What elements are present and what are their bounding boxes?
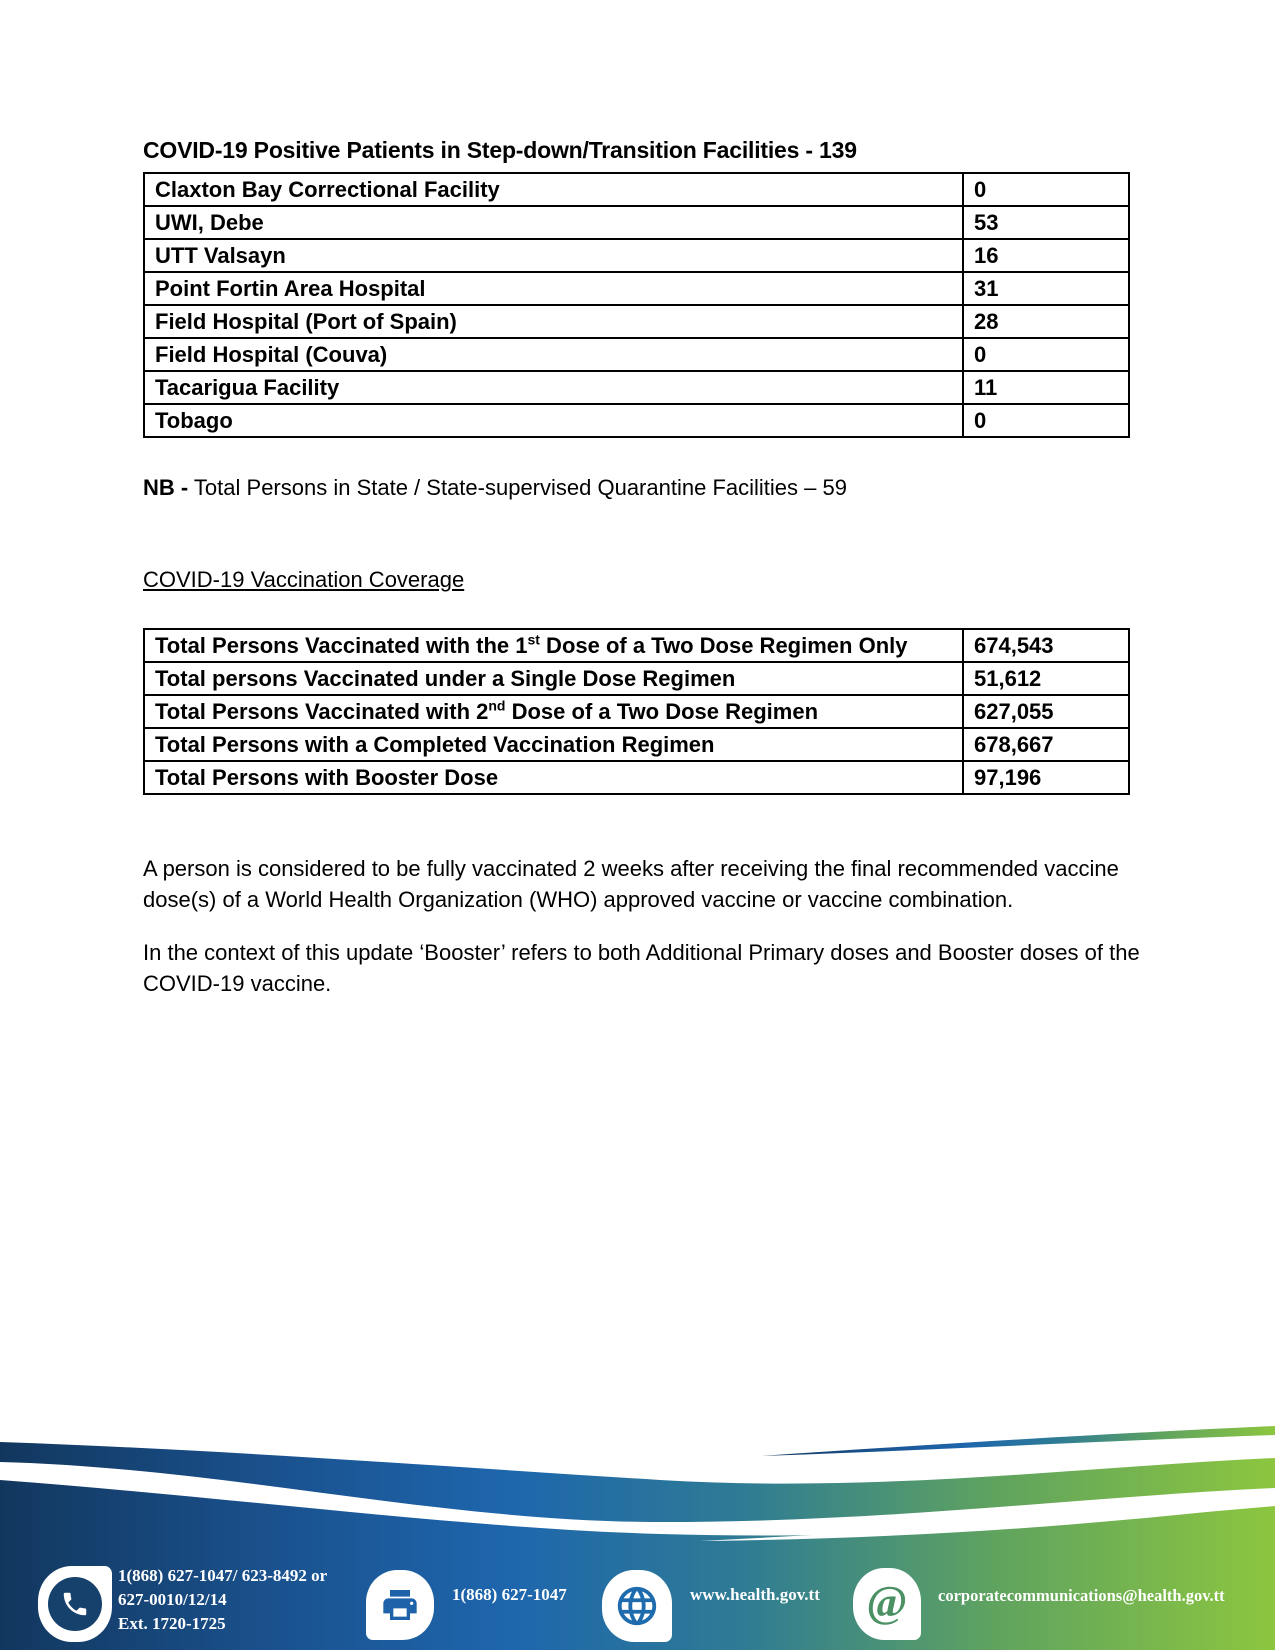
nb-text: Total Persons in State / State-supervise… [188,475,847,500]
facility-count: 53 [962,205,1130,240]
facility-name: UTT Valsayn [143,238,964,273]
fully-vaccinated-paragraph: A person is considered to be fully vacci… [143,856,1119,912]
vaccination-value: 97,196 [962,760,1130,795]
globe-icon [602,1570,672,1642]
facility-count: 28 [962,304,1130,339]
phone-line-3: Ext. 1720-1725 [118,1614,226,1633]
table-row: Total persons Vaccinated under a Single … [143,661,1130,696]
vaccination-metric: Total Persons with Booster Dose [143,760,964,795]
vaccination-value: 51,612 [962,661,1130,696]
vaccination-value: 674,543 [962,628,1130,663]
email-at-icon: @ [853,1568,921,1640]
facility-count: 16 [962,238,1130,273]
vaccination-value: 678,667 [962,727,1130,762]
table-row: Field Hospital (Couva) 0 [143,337,1130,372]
vaccination-metric: Total Persons Vaccinated with 2nd Dose o… [143,694,964,729]
facility-name: Point Fortin Area Hospital [143,271,964,306]
document-content: COVID-19 Positive Patients in Step-down/… [143,136,1140,999]
table-row: Tobago 0 [143,403,1130,438]
facility-name: UWI, Debe [143,205,964,240]
step-down-table: Claxton Bay Correctional Facility 0 UWI,… [143,172,1130,438]
vaccination-table: Total Persons Vaccinated with the 1st Do… [143,628,1130,795]
facility-name: Claxton Bay Correctional Facility [143,172,964,207]
table-row: UTT Valsayn 16 [143,238,1130,273]
table-row: Total Persons Vaccinated with 2nd Dose o… [143,694,1130,729]
vaccination-coverage-heading: COVID-19 Vaccination Coverage [143,567,465,592]
phone-line-1: 1(868) 627-1047/ 623-8492 or [118,1566,328,1585]
table-row: Total Persons with a Completed Vaccinati… [143,727,1130,762]
facility-count: 31 [962,271,1130,306]
facility-count: 0 [962,403,1130,438]
facility-name: Tobago [143,403,964,438]
table-row: UWI, Debe 53 [143,205,1130,240]
wave-graphic [0,1426,1275,1650]
vaccination-metric: Total Persons Vaccinated with the 1st Do… [143,628,964,663]
table-row: Field Hospital (Port of Spain) 28 [143,304,1130,339]
facility-name: Tacarigua Facility [143,370,964,405]
email-address: corporatecommunications@health.gov.tt [938,1586,1225,1605]
vaccination-metric: Total persons Vaccinated under a Single … [143,661,964,696]
nb-note: NB - Total Persons in State / State-supe… [143,474,1130,502]
fax-number: 1(868) 627-1047 [452,1585,567,1604]
facility-name: Field Hospital (Couva) [143,337,964,372]
phone-icon [38,1566,112,1642]
facility-name: Field Hospital (Port of Spain) [143,304,964,339]
website-url: www.health.gov.tt [690,1585,820,1604]
vaccination-value: 627,055 [962,694,1130,729]
fax-icon [366,1570,434,1640]
phone-line-2: 627-0010/12/14 [118,1590,227,1609]
facility-count: 0 [962,337,1130,372]
facility-count: 0 [962,172,1130,207]
phone-numbers: 1(868) 627-1047/ 623-8492 or 627-0010/12… [118,1564,327,1636]
step-down-title: COVID-19 Positive Patients in Step-down/… [143,137,857,163]
table-row: Total Persons with Booster Dose 97,196 [143,760,1130,795]
table-row: Total Persons Vaccinated with the 1st Do… [143,628,1130,663]
facility-count: 11 [962,370,1130,405]
table-row: Point Fortin Area Hospital 31 [143,271,1130,306]
table-row: Tacarigua Facility 11 [143,370,1130,405]
table-row: Claxton Bay Correctional Facility 0 [143,172,1130,207]
footer-wave [0,1370,1275,1650]
vaccination-metric: Total Persons with a Completed Vaccinati… [143,727,964,762]
nb-prefix: NB - [143,475,189,500]
ordinal-suffix: nd [488,697,506,714]
booster-definition-paragraph: In the context of this update ‘Booster’ … [143,940,1140,996]
ordinal-suffix: st [527,631,540,648]
